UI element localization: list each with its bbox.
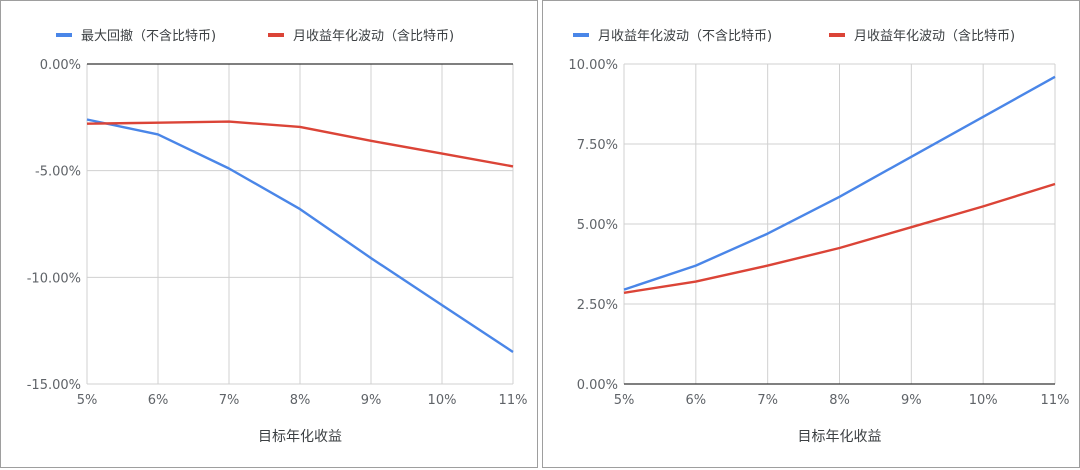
x-tick-label: 9% <box>901 393 922 408</box>
volatility-comparison-chart: 月收益年化波动（不含比特币) 月收益年化波动（含比特币) 5% 6% 7% 8% 9% 10%… <box>568 28 1070 445</box>
y-tick-label: -10.00% <box>27 271 81 286</box>
x-axis-title: 目标年化收益 <box>258 429 342 445</box>
series-line-0 <box>86 118 514 354</box>
x-tick-label: 5% <box>614 393 635 408</box>
y-tick-label: 7.50% <box>577 138 618 153</box>
legend-label: 月收益年化波动（含比特币) <box>293 28 454 44</box>
series-line-1 <box>623 182 1056 294</box>
x-tick-label: 6% <box>148 393 169 408</box>
y-tick-label: -15.00% <box>27 378 81 393</box>
x-tick-label: 11% <box>1041 393 1070 408</box>
series-line-0 <box>623 75 1056 291</box>
y-tick-label: 0.00% <box>577 378 618 393</box>
y-tick-label: -5.00% <box>35 165 81 180</box>
x-tick-label: 8% <box>290 393 311 408</box>
x-axis-title: 目标年化收益 <box>798 429 882 445</box>
drawdown-volatility-chart: 最大回撤（不含比特币) 月收益年化波动（含比特币) 5% 6% 7% 8% 9% 10% 11%… <box>27 28 528 445</box>
x-tick-label: 8% <box>829 393 850 408</box>
legend-label: 月收益年化波动（含比特币) <box>854 28 1015 44</box>
x-tick-label: 7% <box>757 393 778 408</box>
x-tick-label: 5% <box>77 393 98 408</box>
legend-label: 月收益年化波动（不含比特币) <box>598 28 772 44</box>
x-tick-label: 10% <box>428 393 457 408</box>
y-tick-label: 0.00% <box>40 58 81 73</box>
x-tick-label: 11% <box>499 393 528 408</box>
y-tick-label: 10.00% <box>568 58 618 73</box>
x-tick-label: 9% <box>361 393 382 408</box>
x-tick-label: 6% <box>686 393 707 408</box>
legend-label: 最大回撤（不含比特币) <box>81 28 216 44</box>
series-line-1 <box>86 120 514 168</box>
chart-panel-left: 最大回撤（不含比特币) 月收益年化波动（含比特币) 5% 6% 7% 8% 9% 10% 11%… <box>0 0 538 468</box>
y-tick-label: 5.00% <box>577 218 618 233</box>
y-tick-label: 2.50% <box>577 298 618 313</box>
chart-panel-right: 月收益年化波动（不含比特币) 月收益年化波动（含比特币) 5% 6% 7% 8% 9% 10%… <box>542 0 1080 468</box>
x-tick-label: 7% <box>219 393 240 408</box>
x-tick-label: 10% <box>969 393 998 408</box>
